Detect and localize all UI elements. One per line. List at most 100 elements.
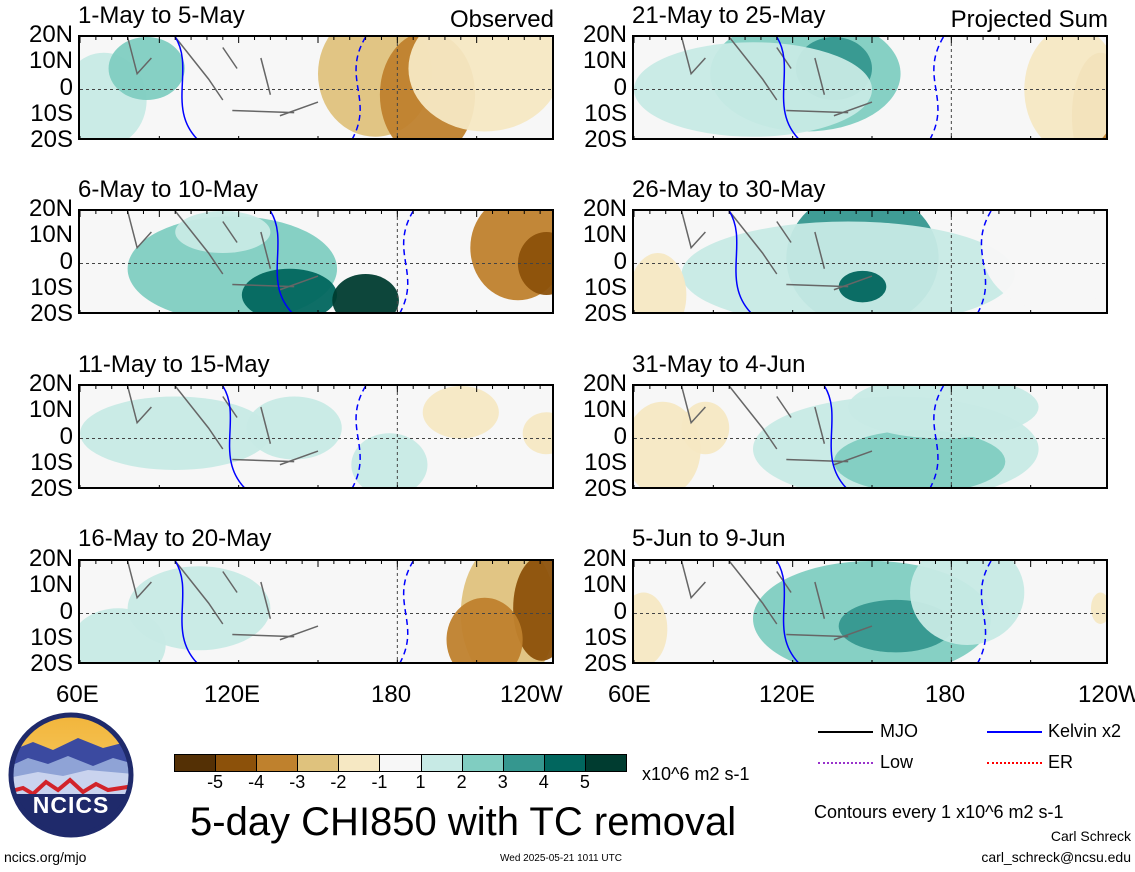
- kelvin-contour-negative: [929, 386, 945, 487]
- panel-title: 5-Jun to 9-Jun: [632, 525, 786, 552]
- panel-title: 16-May to 20-May: [78, 525, 272, 552]
- anomaly-area: [175, 211, 271, 253]
- main-title: 5-day CHI850 with TC removal: [190, 800, 737, 844]
- map-panel: [632, 559, 1108, 664]
- colorbar-cell: [543, 754, 586, 772]
- anomaly-area: [910, 561, 1025, 645]
- y-tick-label: 20S: [584, 300, 627, 327]
- colorbar-label: 1: [415, 772, 426, 792]
- colorbar-label: 2: [456, 772, 467, 792]
- anomaly-area: [513, 561, 552, 661]
- timestamp: Wed 2025-05-21 1011 UTC: [500, 853, 622, 864]
- y-tick-label: 20S: [30, 300, 73, 327]
- anomaly-area: [422, 386, 499, 439]
- panel-label: Projected Sum: [950, 6, 1108, 33]
- y-tick-label: 0: [59, 73, 73, 101]
- contour-note: Contours every 1 x10^6 m2 s-1: [814, 802, 1064, 822]
- colorbar-cell: [174, 754, 217, 772]
- anomaly-area: [1024, 37, 1106, 138]
- kelvin-contour: [174, 561, 198, 662]
- y-tick-label: 0: [613, 247, 627, 275]
- site-url[interactable]: ncics.org/mjo: [4, 849, 87, 865]
- kelvin-contour-negative: [351, 37, 367, 138]
- panel-title: 31-May to 4-Jun: [632, 351, 806, 378]
- anomaly-area: [833, 430, 1006, 487]
- y-tick-label: 20S: [30, 126, 73, 153]
- anomaly-area: [634, 592, 668, 662]
- colorbar-label: -4: [248, 772, 265, 792]
- y-tick-label: 0: [59, 247, 73, 275]
- author: Carl Schreck: [1050, 828, 1131, 844]
- colorbar-label: -5: [207, 772, 224, 792]
- y-tick-label: 0: [59, 597, 73, 625]
- anomaly-area: [241, 268, 338, 312]
- anomaly-area: [351, 433, 428, 487]
- x-tick-120e-right: 120E: [759, 681, 816, 708]
- anomaly-area: [681, 401, 730, 455]
- map-panel: [632, 35, 1108, 140]
- colorbar-units: x10^6 m2 s-1: [642, 764, 750, 784]
- y-tick-label: 10N: [582, 396, 627, 424]
- x-tick-120w-right: 120W: [1078, 683, 1135, 707]
- y-tick-label: 10S: [584, 448, 627, 476]
- y-tick-label: 20N: [582, 545, 627, 572]
- y-tick-label: 20N: [582, 370, 627, 397]
- kelvin-contour-negative: [399, 561, 414, 662]
- kelvin-contour: [776, 561, 800, 662]
- colorbar-cell: [297, 754, 340, 772]
- x-tick-120e: 120E: [204, 681, 261, 708]
- coastline: [126, 37, 319, 117]
- colorbar-cell: [379, 754, 422, 772]
- anomaly-area: [108, 37, 185, 100]
- kelvin-contour: [269, 211, 293, 312]
- colorbar-label: 5: [579, 772, 590, 792]
- y-tick-label: 20N: [28, 195, 73, 222]
- anomaly-area: [517, 232, 552, 295]
- y-tick-label: 0: [613, 597, 627, 625]
- y-tick-label: 0: [59, 422, 73, 450]
- legend-label-mjo: MJO: [880, 721, 918, 741]
- y-tick-label: 10N: [582, 47, 627, 75]
- anomaly-area: [408, 37, 552, 132]
- panel-title: 26-May to 30-May: [632, 176, 826, 203]
- legend-label-er: ER: [1048, 752, 1074, 772]
- kelvin-contour-negative: [929, 37, 945, 138]
- anomaly-area: [981, 211, 1106, 311]
- y-tick-label: 20S: [584, 650, 627, 677]
- y-tick-label: 10N: [28, 396, 73, 424]
- x-tick-60e-right: 60E: [608, 681, 651, 708]
- map-panel: [632, 209, 1108, 314]
- map-panel: [78, 384, 554, 489]
- coastline: [126, 561, 319, 641]
- colorbar-label: -2: [330, 772, 347, 792]
- panel-label: Observed: [449, 6, 554, 33]
- legend-label-low: Low: [880, 752, 914, 772]
- y-tick-label: 20S: [30, 475, 73, 502]
- y-tick-label: 10S: [30, 273, 73, 301]
- y-tick-label: 20S: [30, 650, 73, 677]
- colorbar-labels: -5 -4 -3 -2 -1 1 2 3 4 5: [174, 772, 626, 794]
- colorbar-cell: [215, 754, 258, 772]
- y-tick-label: 10N: [28, 47, 73, 75]
- legend-swatch-kelvin: [987, 731, 1042, 733]
- anomaly-area: [848, 386, 1039, 439]
- colorbar-label: -1: [371, 772, 388, 792]
- legend-label-kelvin: Kelvin x2: [1048, 721, 1122, 741]
- kelvin-contour-negative: [351, 386, 367, 487]
- anomaly-area: [80, 396, 271, 470]
- y-tick-label: 20N: [28, 545, 73, 572]
- coastline: [680, 386, 873, 466]
- kelvin-contour: [823, 386, 847, 487]
- y-tick-label: 0: [613, 73, 627, 101]
- map-panel: [78, 559, 554, 664]
- y-tick-label: 10S: [584, 99, 627, 127]
- legend-swatch-mjo: [818, 731, 873, 733]
- kelvin-contour: [728, 211, 752, 312]
- y-tick-label: 10S: [30, 623, 73, 651]
- legend-swatch-low: [818, 762, 873, 764]
- kelvin-contour-negative: [977, 561, 992, 662]
- y-tick-label: 20N: [582, 195, 627, 222]
- colorbar: [174, 754, 627, 772]
- anomaly-area: [127, 566, 271, 651]
- anomaly-area: [246, 396, 342, 460]
